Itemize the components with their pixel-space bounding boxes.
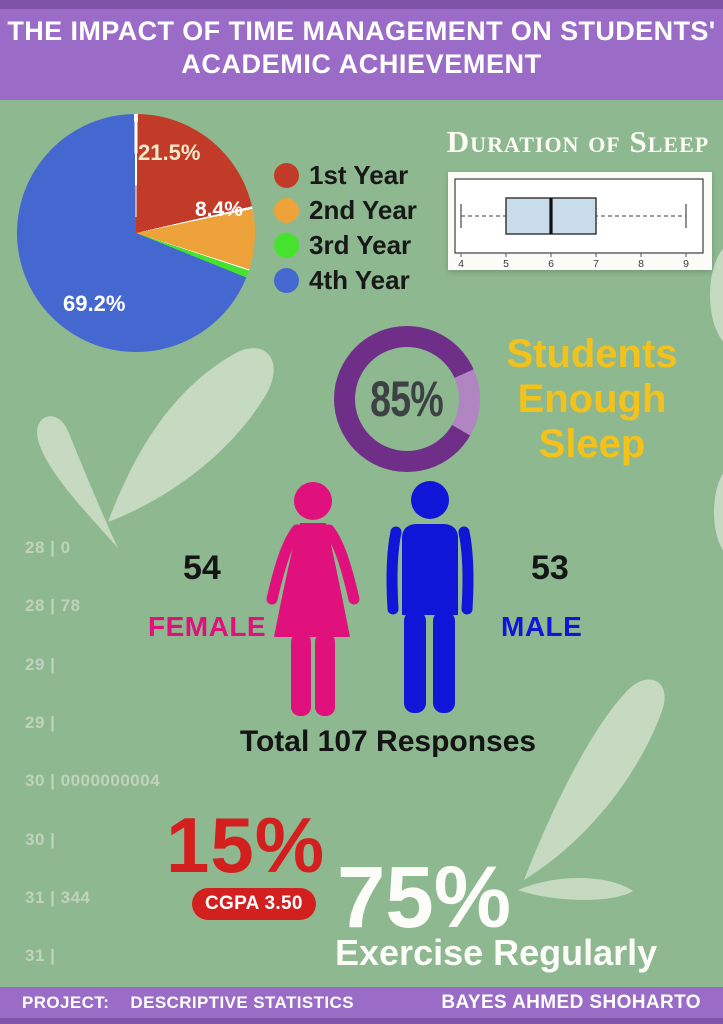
boxplot-tick-label: 9 xyxy=(683,258,689,270)
stemleaf-row: 30 | xyxy=(25,829,56,849)
donut-hole: 85% xyxy=(355,347,459,451)
boxplot-tick-label: 7 xyxy=(593,258,599,270)
legend-item-4th-year: 4th Year xyxy=(274,265,417,295)
boxplot-tick-label: 6 xyxy=(548,258,554,270)
male-label: MALE xyxy=(501,611,583,642)
female-count: 54 xyxy=(183,549,221,587)
pie-slice-label-1st-year: 21.5% xyxy=(138,140,201,165)
legend-dot-red xyxy=(274,163,299,188)
caption-line: Students xyxy=(506,332,678,376)
donut-percent-label: 85% xyxy=(370,371,445,427)
leaf-shape xyxy=(714,473,723,551)
project-value: DESCRIPTIVE STATISTICS xyxy=(130,992,354,1012)
female-label: FEMALE xyxy=(148,611,267,642)
boxplot-tick-label: 8 xyxy=(638,258,644,270)
stemleaf-row: 28 | 78 xyxy=(25,596,81,616)
stemleaf-row: 28 | 0 xyxy=(25,537,71,557)
stemleaf-row: 29 | xyxy=(25,712,56,732)
boxplot-tick-marks xyxy=(460,253,687,257)
stemleaf-row: 31 | 344 xyxy=(25,888,91,908)
legend-dot-orange xyxy=(274,198,299,223)
boxplot-panel: 4 5 6 7 8 9 xyxy=(448,172,712,270)
legend-item-3rd-year: 3rd Year xyxy=(274,230,417,260)
leaf-shape xyxy=(108,348,274,522)
stemleaf-row: 31 | xyxy=(25,946,56,966)
female-icon xyxy=(266,482,360,716)
boxplot-title: Duration of Sleep xyxy=(446,124,710,159)
leaf-shape xyxy=(518,878,633,900)
exercise-label: Exercise Regularly xyxy=(335,932,658,973)
stemleaf-row: 29 | xyxy=(25,654,56,674)
pie-legend: 1st Year 2nd Year 3rd Year 4th Year xyxy=(274,160,417,303)
legend-label: 1st Year xyxy=(309,160,409,190)
boxplot-tick-label: 4 xyxy=(458,258,464,270)
legend-item-2nd-year: 2nd Year xyxy=(274,195,417,225)
legend-dot-green xyxy=(274,233,299,258)
legend-item-1st-year: 1st Year xyxy=(274,160,417,190)
project-label: PROJECT: xyxy=(22,992,110,1012)
boxplot-tick-label: 5 xyxy=(503,258,509,270)
project-line: PROJECT: DESCRIPTIVE STATISTICS xyxy=(22,993,354,1013)
stemleaf-row: 30 | 0000000004 xyxy=(25,771,161,791)
cgpa-percent: 15% xyxy=(166,801,326,889)
leaf-shape xyxy=(524,679,665,880)
legend-label: 4th Year xyxy=(309,265,410,295)
author-name: BAYES AHMED SHOHARTO xyxy=(441,991,701,1013)
sleep-donut-chart: 85% xyxy=(334,326,480,472)
exercise-percent: 75% xyxy=(337,849,512,946)
year-pie-chart xyxy=(17,114,255,352)
pie-slice-label-4th-year: 69.2% xyxy=(63,291,126,316)
male-icon xyxy=(386,481,474,713)
enough-sleep-caption: Students Enough Sleep xyxy=(468,332,716,467)
cgpa-badge: CGPA 3.50 xyxy=(192,888,316,920)
footer-banner: PROJECT: DESCRIPTIVE STATISTICS BAYES AH… xyxy=(0,987,723,1024)
poster-title-line1: THE IMPACT OF TIME MANAGEMENT ON STUDENT… xyxy=(7,16,716,46)
boxplot-chart: 4 5 6 7 8 9 xyxy=(454,178,704,270)
legend-dot-blue xyxy=(274,268,299,293)
legend-label: 3rd Year xyxy=(309,230,412,260)
legend-label: 2nd Year xyxy=(309,195,417,225)
total-responses: Total 107 Responses xyxy=(239,725,537,758)
male-count: 53 xyxy=(531,549,569,587)
caption-line: Sleep xyxy=(538,422,646,466)
header-banner: THE IMPACT OF TIME MANAGEMENT ON STUDENT… xyxy=(0,0,723,100)
poster-title-line2: ACADEMIC ACHIEVEMENT xyxy=(181,49,542,79)
pie-slice-label-2nd-year: 8.4% xyxy=(195,198,243,221)
caption-line: Enough xyxy=(517,377,667,421)
